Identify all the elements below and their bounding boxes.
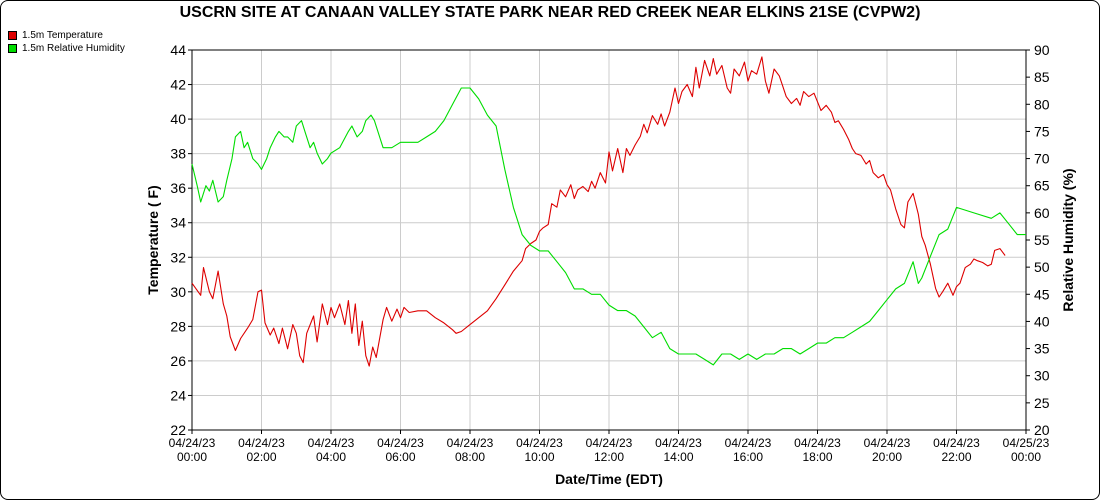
y-right-tick-label: 80 <box>1034 96 1050 112</box>
legend-swatch-temperature <box>8 31 17 40</box>
y-right-tick-label: 85 <box>1034 69 1050 85</box>
x-tick-label-time: 20:00 <box>872 450 902 464</box>
y-left-tick-label: 38 <box>170 146 186 162</box>
y-left-axis-label: Temperature ( F) <box>145 185 161 294</box>
x-tick-label-time: 00:00 <box>1011 450 1041 464</box>
y-left-tick-label: 22 <box>170 422 186 438</box>
y-left-tick-label: 40 <box>170 111 186 127</box>
y-right-tick-label: 45 <box>1034 286 1050 302</box>
y-right-tick-label: 30 <box>1034 368 1050 384</box>
legend: 1.5m Temperature 1.5m Relative Humidity <box>8 29 125 55</box>
y-left-tick-label: 34 <box>170 215 186 231</box>
x-tick-label-date: 04/25/23 <box>1003 436 1050 450</box>
x-tick-label-time: 04:00 <box>316 450 346 464</box>
y-left-tick-label: 28 <box>170 318 186 334</box>
x-tick-label-date: 04/24/23 <box>725 436 772 450</box>
y-left-tick-label: 30 <box>170 284 186 300</box>
x-tick-label-date: 04/24/23 <box>447 436 494 450</box>
y-left-tick-label: 26 <box>170 353 186 369</box>
x-tick-label-date: 04/24/23 <box>308 436 355 450</box>
x-tick-label-time: 02:00 <box>246 450 276 464</box>
y-right-tick-label: 60 <box>1034 205 1050 221</box>
x-tick-label-date: 04/24/23 <box>169 436 216 450</box>
y-right-tick-label: 40 <box>1034 313 1050 329</box>
x-tick-label-date: 04/24/23 <box>655 436 702 450</box>
x-tick-label-time: 18:00 <box>802 450 832 464</box>
series-line-humidity <box>191 87 1026 366</box>
y-left-tick-label: 24 <box>170 387 186 403</box>
series-line-temperature <box>191 56 1006 367</box>
y-right-tick-label: 20 <box>1034 422 1050 438</box>
legend-label-humidity: 1.5m Relative Humidity <box>22 43 125 54</box>
y-right-tick-label: 70 <box>1034 151 1050 167</box>
y-right-tick-label: 55 <box>1034 232 1050 248</box>
x-tick-label-date: 04/24/23 <box>238 436 285 450</box>
y-right-tick-label: 90 <box>1034 42 1050 58</box>
x-tick-label-date: 04/24/23 <box>933 436 980 450</box>
y-left-tick-label: 42 <box>170 77 186 93</box>
y-right-axis-label: Relative Humidity (%) <box>1060 168 1076 311</box>
x-tick-label-time: 12:00 <box>594 450 624 464</box>
x-tick-label-date: 04/24/23 <box>516 436 563 450</box>
y-left-tick-label: 32 <box>170 249 186 265</box>
y-right-tick-label: 25 <box>1034 395 1050 411</box>
y-right-tick-label: 35 <box>1034 341 1050 357</box>
y-right-tick-label: 65 <box>1034 178 1050 194</box>
x-tick-label-date: 04/24/23 <box>377 436 424 450</box>
legend-swatch-humidity <box>8 44 17 53</box>
y-right-tick-label: 75 <box>1034 123 1050 139</box>
legend-item-humidity: 1.5m Relative Humidity <box>8 42 125 55</box>
y-left-tick-label: 36 <box>170 180 186 196</box>
x-tick-label-time: 00:00 <box>177 450 207 464</box>
y-right-tick-label: 50 <box>1034 259 1050 275</box>
x-tick-label-date: 04/24/23 <box>794 436 841 450</box>
chart-title: USCRN SITE AT CANAAN VALLEY STATE PARK N… <box>179 4 921 21</box>
x-tick-label-time: 14:00 <box>663 450 693 464</box>
x-tick-label-time: 06:00 <box>385 450 415 464</box>
x-tick-label-time: 22:00 <box>941 450 971 464</box>
y-left-tick-label: 44 <box>170 42 186 58</box>
x-tick-label-date: 04/24/23 <box>864 436 911 450</box>
x-tick-label-time: 08:00 <box>455 450 485 464</box>
x-tick-label-date: 04/24/23 <box>586 436 633 450</box>
x-tick-label-time: 10:00 <box>524 450 554 464</box>
x-axis-label: Date/Time (EDT) <box>555 471 663 487</box>
x-tick-label-time: 16:00 <box>733 450 763 464</box>
legend-label-temperature: 1.5m Temperature <box>22 30 103 41</box>
legend-item-temperature: 1.5m Temperature <box>8 29 125 42</box>
